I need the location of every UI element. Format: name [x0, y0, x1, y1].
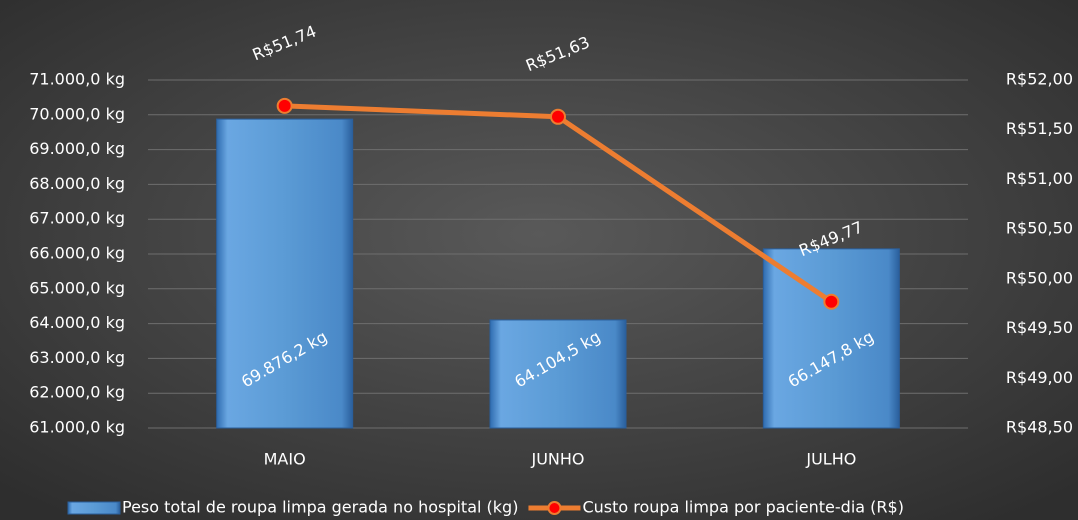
- y2-tick-label: R$50,00: [1006, 268, 1073, 287]
- bar: [489, 319, 627, 429]
- legend-label: Peso total de roupa limpa gerada no hosp…: [122, 498, 518, 517]
- y2-tick-label: R$51,50: [1006, 119, 1073, 138]
- legend-swatch: [67, 501, 121, 515]
- line-marker: [823, 293, 840, 310]
- x-tick-label: MAIO: [264, 450, 306, 469]
- y-tick-label: 69.000,0 kg: [29, 139, 125, 158]
- bar: [762, 248, 900, 429]
- bar: [216, 118, 354, 429]
- legend-label: Custo roupa limpa por paciente-dia (R$): [582, 498, 903, 517]
- y-tick-label: 67.000,0 kg: [29, 209, 125, 228]
- y-tick-label: 64.000,0 kg: [29, 313, 125, 332]
- y-tick-label: 70.000,0 kg: [29, 104, 125, 123]
- y-tick-label: 66.000,0 kg: [29, 244, 125, 263]
- y-tick-label: 71.000,0 kg: [29, 70, 125, 89]
- y2-tick-label: R$50,50: [1006, 219, 1073, 238]
- y2-tick-label: R$49,00: [1006, 368, 1073, 387]
- y2-tick-label: R$52,00: [1006, 70, 1073, 89]
- y-tick-label: 62.000,0 kg: [29, 383, 125, 402]
- y-tick-label: 63.000,0 kg: [29, 348, 125, 367]
- y-tick-label: 61.000,0 kg: [29, 418, 125, 437]
- y2-tick-label: R$51,00: [1006, 169, 1073, 188]
- x-tick-label: JUNHO: [530, 450, 584, 469]
- legend-marker: [547, 501, 562, 515]
- line-marker: [550, 108, 566, 125]
- y2-tick-label: R$49,50: [1006, 318, 1073, 337]
- y-tick-label: 68.000,0 kg: [29, 174, 125, 193]
- y2-tick-label: R$48,50: [1006, 418, 1073, 437]
- line-marker: [276, 97, 293, 114]
- x-tick-label: JULHO: [805, 450, 856, 469]
- y-tick-label: 65.000,0 kg: [29, 278, 125, 297]
